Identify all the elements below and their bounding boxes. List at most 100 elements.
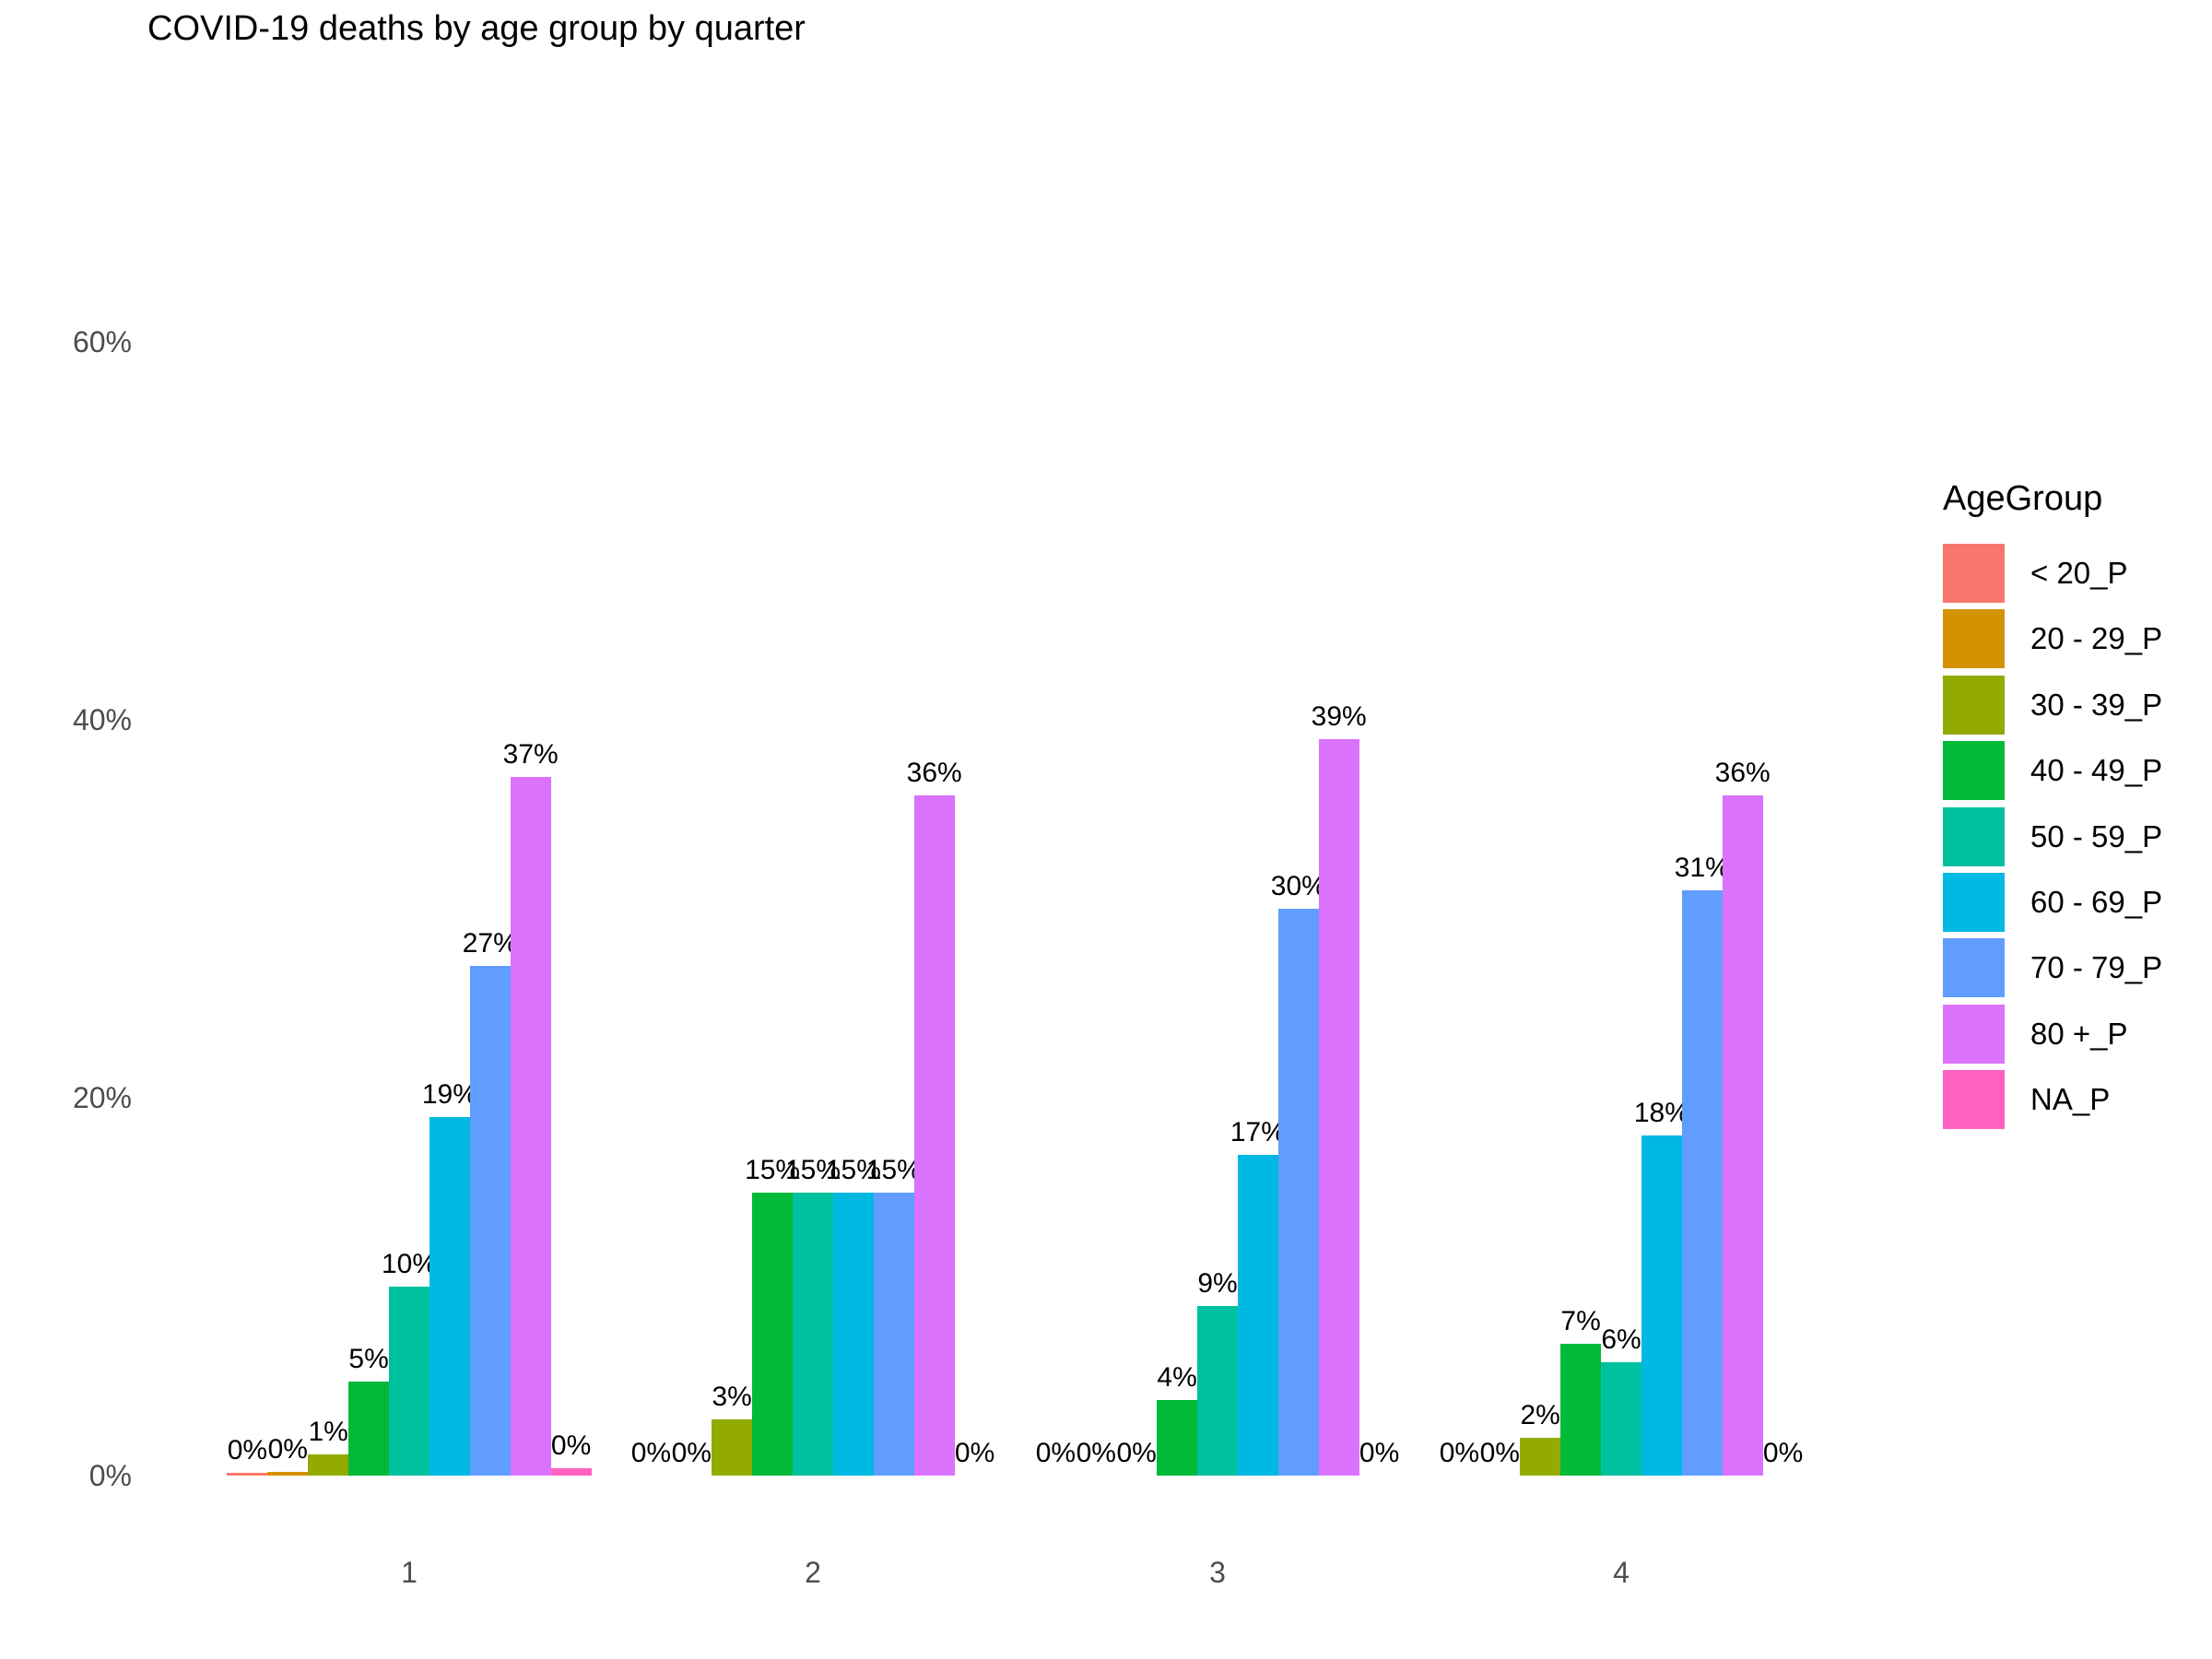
chart-title: COVID-19 deaths by age group by quarter	[147, 9, 806, 48]
bar	[1237, 1154, 1278, 1476]
x-tick-label: 2	[805, 1556, 821, 1589]
bar	[793, 1192, 833, 1476]
bar	[1681, 889, 1723, 1476]
bar-value-label: 15%	[745, 1154, 801, 1185]
bar-value-label: 0%	[954, 1438, 995, 1468]
x-tick-label: 3	[1209, 1556, 1226, 1589]
legend-item-label: 80 +_P	[2030, 1016, 2128, 1051]
bar-value-label: 0%	[550, 1430, 592, 1461]
bar-value-label: 27%	[462, 927, 518, 959]
bar	[267, 1471, 309, 1476]
bar	[712, 1418, 753, 1476]
bar	[1641, 1135, 1682, 1476]
bar-value-label: 0%	[630, 1438, 672, 1468]
bar-value-label: 37%	[502, 738, 559, 770]
y-tick-label: 40%	[72, 703, 132, 736]
legend-item-label: NA_P	[2030, 1082, 2111, 1117]
bar-value-label: 4%	[1157, 1362, 1197, 1393]
bar	[832, 1192, 874, 1476]
bar	[389, 1287, 429, 1476]
bar-value-label: 0%	[1359, 1438, 1400, 1468]
bar-value-label: 0%	[1762, 1438, 1804, 1468]
bar	[873, 1192, 914, 1476]
legend-title: AgeGroup	[1943, 479, 2103, 518]
bar-value-label: 36%	[1714, 758, 1771, 788]
bar-value-label: 18%	[1633, 1098, 1689, 1128]
bar-value-label: 36%	[906, 758, 962, 788]
bar-value-label: 0%	[227, 1434, 268, 1465]
bar	[752, 1192, 794, 1476]
legend-swatch	[1943, 1004, 2005, 1064]
bar	[1277, 909, 1319, 1476]
legend-swatch	[1943, 938, 2005, 998]
legend-swatch	[1943, 544, 2005, 603]
bar-value-label: 39%	[1311, 700, 1367, 732]
bar-value-label: 0%	[1439, 1438, 1480, 1468]
legend-item-label: 50 - 59_P	[2030, 818, 2163, 853]
legend-swatch	[1943, 675, 2005, 735]
legend-swatch	[1943, 741, 2005, 801]
legend-item-label: 30 - 39_P	[2030, 687, 2163, 722]
legend-item-label: 70 - 79_P	[2030, 950, 2163, 985]
bar-value-label: 0%	[1076, 1438, 1116, 1468]
bar	[913, 795, 955, 1476]
bar	[1601, 1362, 1641, 1476]
legend-swatch	[1943, 1070, 2005, 1130]
bar	[429, 1116, 470, 1476]
bar-value-label: 19%	[421, 1078, 477, 1110]
bar-value-label: 6%	[1601, 1324, 1641, 1355]
legend-item-label: 40 - 49_P	[2030, 753, 2163, 788]
legend-item: 80 +_P	[1943, 1004, 2210, 1064]
legend-item-label: 60 - 69_P	[2030, 885, 2163, 919]
bar-value-label: 0%	[671, 1438, 712, 1468]
legend-swatch	[1943, 806, 2005, 866]
legend-item: 40 - 49_P	[1943, 741, 2210, 801]
bar	[1560, 1343, 1602, 1476]
x-tick-label: 1	[401, 1556, 418, 1589]
legend-item-label: < 20_P	[2030, 556, 2128, 590]
bar	[1520, 1438, 1561, 1476]
legend-swatch	[1943, 609, 2005, 669]
bar-value-label: 17%	[1230, 1116, 1286, 1147]
bar	[227, 1472, 268, 1476]
legend-item: NA_P	[1943, 1070, 2210, 1130]
legend-item: 60 - 69_P	[1943, 873, 2210, 932]
bar-value-label: 31%	[1674, 852, 1730, 883]
bar-value-label: 15%	[825, 1154, 881, 1185]
bar	[1318, 738, 1359, 1476]
y-tick-label: 20%	[72, 1081, 132, 1114]
bar-value-label: 0%	[1035, 1438, 1077, 1468]
bar-value-label: 1%	[308, 1417, 348, 1448]
bar	[550, 1467, 592, 1476]
bar	[469, 965, 511, 1476]
bar-value-label: 0%	[1116, 1438, 1157, 1468]
bar-value-label: 3%	[712, 1381, 752, 1412]
bar-value-label: 9%	[1197, 1267, 1238, 1299]
legend-item: 50 - 59_P	[1943, 806, 2210, 866]
bar-value-label: 15%	[865, 1154, 922, 1185]
bar	[308, 1454, 349, 1476]
legend-item: 20 - 29_P	[1943, 609, 2210, 669]
legend-item-label: 20 - 29_P	[2030, 621, 2163, 656]
bar-value-label: 15%	[784, 1154, 841, 1185]
y-tick-label: 60%	[72, 325, 132, 359]
bar-value-label: 30%	[1270, 871, 1326, 901]
bar	[1157, 1400, 1198, 1476]
bar-value-label: 0%	[1479, 1438, 1520, 1468]
legend-item: 70 - 79_P	[1943, 938, 2210, 998]
bar-value-label: 5%	[348, 1343, 389, 1374]
bar-value-label: 10%	[381, 1249, 438, 1279]
bar	[510, 776, 551, 1476]
bar-value-label: 2%	[1520, 1400, 1560, 1430]
bar-value-label: 7%	[1560, 1305, 1601, 1336]
bar	[1197, 1305, 1238, 1476]
x-tick-label: 4	[1613, 1556, 1630, 1589]
legend-swatch	[1943, 873, 2005, 932]
legend-item: 30 - 39_P	[1943, 675, 2210, 735]
bar-value-label: 0%	[267, 1433, 308, 1465]
bar	[1722, 795, 1763, 1476]
legend-item: < 20_P	[1943, 544, 2210, 603]
bar	[348, 1381, 390, 1476]
